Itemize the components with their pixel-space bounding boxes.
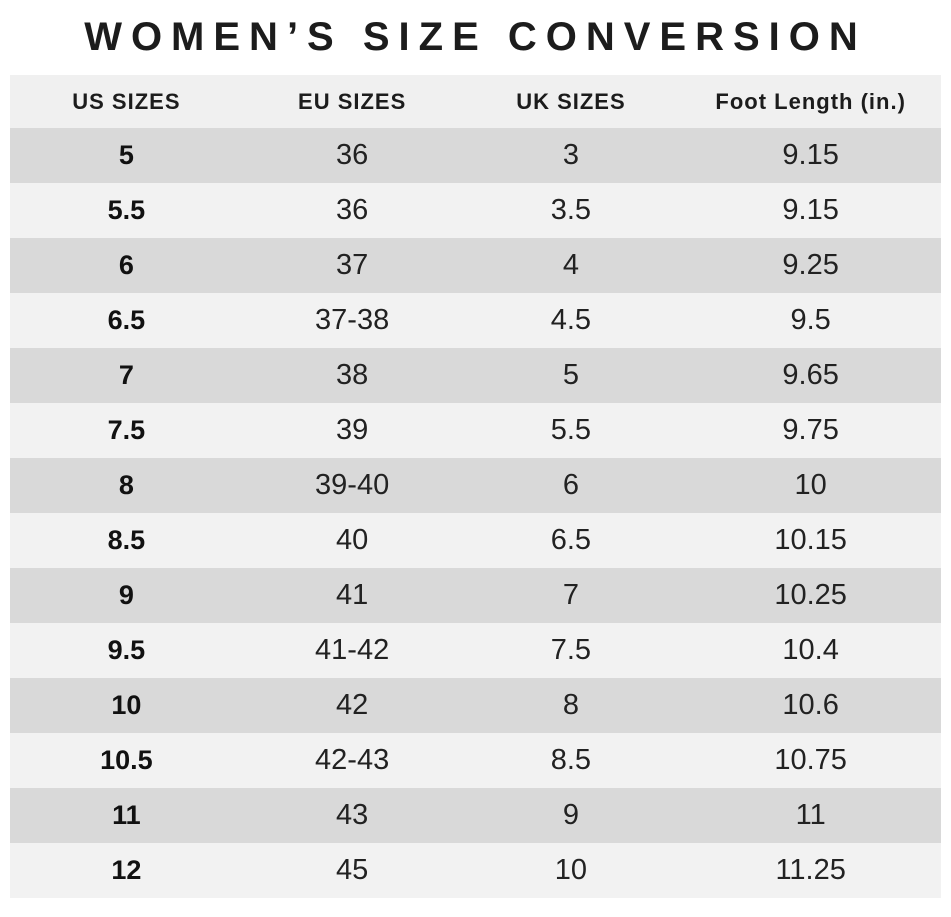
foot-length-cell: 9.15 — [782, 139, 839, 171]
us-size-cell: 11 — [112, 800, 141, 830]
foot-length-cell: 10.4 — [782, 634, 839, 666]
uk-size-cell: 4 — [562, 249, 579, 281]
uk-size-cell: 9 — [562, 799, 579, 831]
eu-size-cell: 38 — [336, 359, 369, 391]
us-size-cell: 10.5 — [100, 745, 153, 775]
table-row: 8.5 40 6.5 10.15 — [10, 513, 941, 568]
eu-size-cell: 36 — [336, 139, 369, 171]
uk-size-cell: 4.5 — [550, 304, 592, 336]
table-row: 12 45 10 11.25 — [10, 843, 941, 898]
table-row: 7.5 39 5.5 9.75 — [10, 403, 941, 458]
table-row: 5 36 3 9.15 — [10, 128, 941, 183]
table-row: 6.5 37-38 4.5 9.5 — [10, 293, 941, 348]
uk-size-cell: 6.5 — [550, 524, 592, 556]
eu-size-cell: 41-42 — [315, 634, 390, 666]
foot-length-cell: 10.75 — [774, 744, 847, 776]
us-size-cell: 7.5 — [107, 415, 146, 445]
table-row: 8 39-40 6 10 — [10, 458, 941, 513]
uk-size-cell: 5 — [562, 359, 579, 391]
table-row: 6 37 4 9.25 — [10, 238, 941, 293]
foot-length-cell: 11.25 — [775, 854, 846, 886]
us-size-cell: 5.5 — [107, 195, 146, 225]
eu-size-cell: 42 — [336, 689, 369, 721]
us-size-cell: 8 — [118, 470, 134, 500]
col-header-us-sizes: US SIZES — [10, 75, 243, 128]
table-row: 10.5 42-43 8.5 10.75 — [10, 733, 941, 788]
eu-size-cell: 37 — [336, 249, 369, 281]
us-size-cell: 10 — [111, 690, 142, 720]
size-conversion-table: US SIZES EU SIZES UK SIZES Foot Length (… — [10, 75, 941, 898]
uk-size-cell: 8 — [562, 689, 579, 721]
uk-size-cell: 5.5 — [550, 414, 592, 446]
us-size-cell: 8.5 — [107, 525, 146, 555]
eu-size-cell: 39 — [336, 414, 369, 446]
uk-size-cell: 3 — [562, 139, 579, 171]
foot-length-cell: 10.25 — [774, 579, 847, 611]
table-row: 5.5 36 3.5 9.15 — [10, 183, 941, 238]
eu-size-cell: 36 — [336, 194, 369, 226]
eu-size-cell: 42-43 — [315, 744, 390, 776]
uk-size-cell: 7 — [562, 579, 579, 611]
table-row: 10 42 8 10.6 — [10, 678, 941, 733]
page-title: WOMEN’S SIZE CONVERSION — [84, 15, 867, 59]
foot-length-cell: 10.6 — [782, 689, 839, 721]
table-row: 7 38 5 9.65 — [10, 348, 941, 403]
table-row: 11 43 9 11 — [10, 788, 941, 843]
col-header-eu-sizes: EU SIZES — [242, 75, 462, 128]
eu-size-cell: 37-38 — [315, 304, 390, 336]
foot-length-cell: 9.25 — [782, 249, 839, 281]
us-size-cell: 12 — [111, 855, 142, 885]
eu-size-cell: 41 — [336, 579, 369, 611]
uk-size-cell: 6 — [562, 469, 579, 501]
uk-size-cell: 10 — [554, 854, 588, 886]
us-size-cell: 6.5 — [107, 305, 146, 335]
us-size-cell: 9 — [118, 580, 134, 610]
eu-size-cell: 45 — [336, 854, 369, 886]
foot-length-cell: 11 — [795, 799, 826, 831]
foot-length-cell: 10 — [794, 469, 827, 501]
foot-length-cell: 9.65 — [782, 359, 839, 391]
us-size-cell: 6 — [118, 250, 134, 280]
foot-length-cell: 9.5 — [790, 304, 831, 336]
eu-size-cell: 40 — [336, 524, 369, 556]
us-size-cell: 5 — [118, 140, 134, 170]
foot-length-cell: 9.75 — [782, 414, 839, 446]
uk-size-cell: 7.5 — [550, 634, 592, 666]
col-header-foot-length: Foot Length (in.) — [680, 75, 941, 128]
us-size-cell: 7 — [118, 360, 134, 390]
table-header-row: US SIZES EU SIZES UK SIZES Foot Length (… — [10, 75, 941, 128]
eu-size-cell: 43 — [336, 799, 369, 831]
us-size-cell: 9.5 — [107, 635, 146, 665]
table-row: 9 41 7 10.25 — [10, 568, 941, 623]
eu-size-cell: 39-40 — [315, 469, 390, 501]
table-row: 9.5 41-42 7.5 10.4 — [10, 623, 941, 678]
uk-size-cell: 3.5 — [550, 194, 592, 226]
col-header-uk-sizes: UK SIZES — [461, 75, 681, 128]
foot-length-cell: 10.15 — [774, 524, 847, 556]
uk-size-cell: 8.5 — [550, 744, 592, 776]
foot-length-cell: 9.15 — [782, 194, 839, 226]
